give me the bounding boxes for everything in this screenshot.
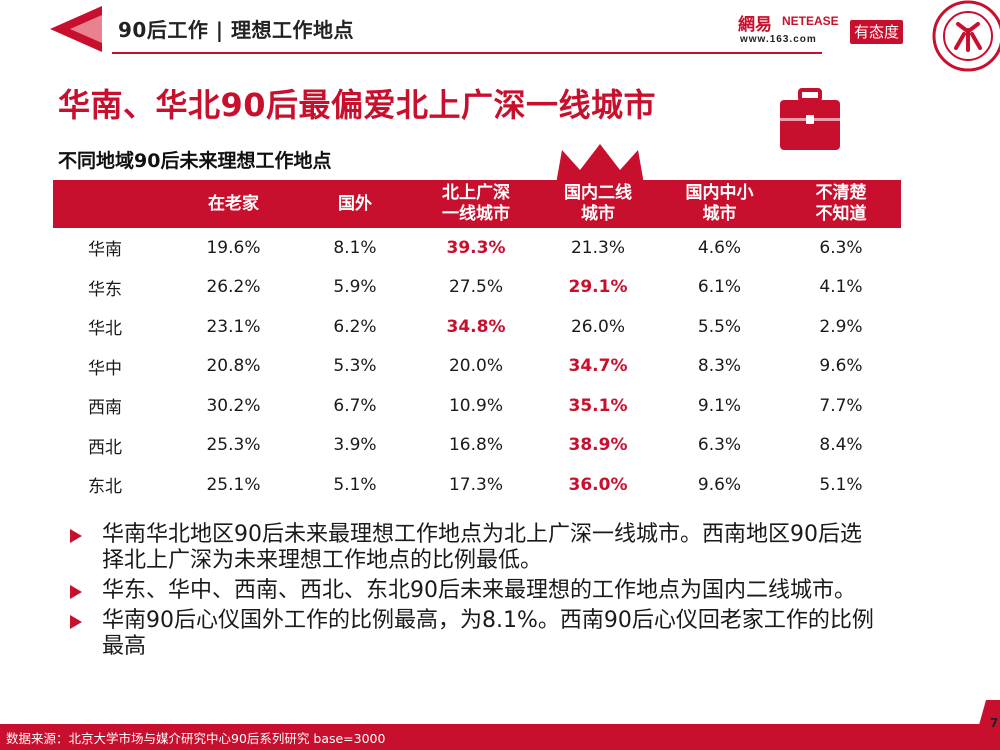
bullet-arrow-icon xyxy=(70,615,82,629)
location-table: 在老家 国外 北上广深 一线城市 国内二线 城市 国内中小 城市 不清楚 不知道… xyxy=(53,180,901,505)
table-cell: 20.8% xyxy=(206,356,261,377)
header-arrow-icon xyxy=(50,6,102,52)
table-cell: 7.7% xyxy=(819,395,863,416)
table-cell: 5.5% xyxy=(697,316,742,337)
table-cell: 34.7% xyxy=(568,356,628,377)
table-cell: 5.1% xyxy=(819,474,863,495)
row-label: 华南 xyxy=(88,240,122,261)
table-cell: 8.4% xyxy=(819,435,863,456)
table-cell: 5.9% xyxy=(333,277,377,298)
row-label: 华东 xyxy=(88,279,122,300)
table-row: 东北 25.1% 5.1% 17.3% 36.0% 9.6% 5.1% xyxy=(53,465,901,505)
data-source-note: 数据来源：北京大学市场与媒介研究中心90后系列研究 base=3000 xyxy=(6,731,386,746)
finding-text: 华东、华中、西南、西北、东北90后未来最理想的工作地点为国内二线城市。 xyxy=(102,578,856,603)
table-cell: 25.3% xyxy=(206,435,261,456)
table-cell: 26.0% xyxy=(570,316,625,337)
table-cell: 6.2% xyxy=(333,316,377,337)
table-cell: 26.2% xyxy=(206,277,261,298)
table-cell: 9.6% xyxy=(697,474,742,495)
table-cell: 2.9% xyxy=(819,316,863,337)
crown-icon xyxy=(556,144,644,184)
table-cell: 20.0% xyxy=(448,356,503,377)
table-cell: 16.8% xyxy=(448,435,503,456)
table-row: 西南 30.2% 6.7% 10.9% 35.1% 9.1% 7.7% xyxy=(53,386,901,426)
row-label: 华中 xyxy=(88,358,122,379)
col-header-tier2: 国内二线 城市 xyxy=(564,183,632,224)
finding-item: 华南华北地区90后未来最理想工作地点为北上广深一线城市。西南地区90后选择北上广… xyxy=(70,522,880,574)
finding-item: 华南90后心仪国外工作的比例最高，为8.1%。西南90后心仪回老家工作的比例最高 xyxy=(70,608,880,660)
table-subtitle: 不同地域90后未来理想工作地点 xyxy=(58,150,332,172)
col-header-hometown: 在老家 xyxy=(208,193,259,214)
header-title: 90后工作 | 理想工作地点 xyxy=(118,18,355,42)
table-cell: 5.3% xyxy=(333,356,377,377)
finding-text: 华南90后心仪国外工作的比例最高，为8.1%。西南90后心仪回老家工作的比例最高 xyxy=(102,608,874,659)
table-cell: 29.1% xyxy=(568,277,628,298)
row-label: 华北 xyxy=(88,319,122,340)
table-cell: 6.3% xyxy=(697,435,742,456)
table-cell: 3.9% xyxy=(333,435,377,456)
table-cell: 9.6% xyxy=(819,356,863,377)
table-cell: 39.3% xyxy=(446,237,506,258)
table-cell: 34.8% xyxy=(446,316,506,337)
finding-item: 华东、华中、西南、西北、东北90后未来最理想的工作地点为国内二线城市。 xyxy=(70,578,880,604)
col-header-tier1: 北上广深 一线城市 xyxy=(442,183,510,224)
youtaidu-badge: 有态度 xyxy=(850,20,904,44)
bullet-arrow-icon xyxy=(70,585,82,599)
table-cell: 9.1% xyxy=(697,395,742,416)
table-cell: 6.1% xyxy=(697,277,742,298)
netease-url: www.163.com xyxy=(740,34,817,45)
table-header-row: 在老家 国外 北上广深 一线城市 国内二线 城市 国内中小 城市 不清楚 不知道 xyxy=(53,180,901,228)
page-number: 7 xyxy=(990,716,999,730)
row-label: 西南 xyxy=(88,398,122,419)
table-cell: 25.1% xyxy=(206,474,261,495)
table-cell: 30.2% xyxy=(206,395,261,416)
page-title: 华南、华北90后最偏爱北上广深一线城市 xyxy=(58,86,657,124)
table-body: 华南 19.6% 8.1% 39.3% 21.3% 4.6% 6.3% 华东 26.2% 5.9%… xyxy=(53,228,901,505)
table-cell: 38.9% xyxy=(568,435,628,456)
col-header-abroad: 国外 xyxy=(338,193,372,214)
table-cell: 6.7% xyxy=(333,395,377,416)
netease-logo-en: NETEASE xyxy=(782,14,839,28)
briefcase-icon xyxy=(780,88,840,150)
col-header-unsure: 不清楚 不知道 xyxy=(815,183,867,224)
table-row: 华中 20.8% 5.3% 20.0% 34.7% 8.3% 9.6% xyxy=(53,347,901,387)
row-label: 东北 xyxy=(88,477,122,498)
table-cell: 17.3% xyxy=(448,474,503,495)
table-cell: 8.1% xyxy=(333,237,377,258)
col-header-small-cities: 国内中小 城市 xyxy=(685,183,754,224)
table-cell: 4.1% xyxy=(819,277,863,298)
table-row: 华南 19.6% 8.1% 39.3% 21.3% 4.6% 6.3% xyxy=(53,228,901,268)
footer-bar: 数据来源：北京大学市场与媒介研究中心90后系列研究 base=3000 xyxy=(0,724,1000,750)
table-cell: 5.1% xyxy=(333,474,377,495)
table-cell: 21.3% xyxy=(570,237,625,258)
bullet-arrow-icon xyxy=(70,529,82,543)
table-cell: 19.6% xyxy=(206,237,261,258)
table-row: 华北 23.1% 6.2% 34.8% 26.0% 5.5% 2.9% xyxy=(53,307,901,347)
university-seal-icon xyxy=(932,0,1000,72)
header-divider xyxy=(112,52,822,54)
table-cell: 35.1% xyxy=(568,395,628,416)
table-cell: 36.0% xyxy=(568,474,628,495)
table-cell: 8.3% xyxy=(697,356,742,377)
table-cell: 10.9% xyxy=(448,395,503,416)
table-cell: 6.3% xyxy=(819,237,863,258)
netease-logo-cn: 網易 xyxy=(738,15,772,35)
row-label: 西北 xyxy=(88,437,122,458)
netease-logo: 網易 NETEASE www.163.com xyxy=(738,8,848,50)
table-cell: 27.5% xyxy=(448,277,503,298)
finding-text: 华南华北地区90后未来最理想工作地点为北上广深一线城市。西南地区90后选择北上广… xyxy=(102,522,862,573)
table-cell: 4.6% xyxy=(697,237,742,258)
table-row: 华东 26.2% 5.9% 27.5% 29.1% 6.1% 4.1% xyxy=(53,268,901,308)
table-row: 西北 25.3% 3.9% 16.8% 38.9% 6.3% 8.4% xyxy=(53,426,901,466)
findings-list: 华南华北地区90后未来最理想工作地点为北上广深一线城市。西南地区90后选择北上广… xyxy=(70,522,880,664)
table-cell: 23.1% xyxy=(206,316,261,337)
